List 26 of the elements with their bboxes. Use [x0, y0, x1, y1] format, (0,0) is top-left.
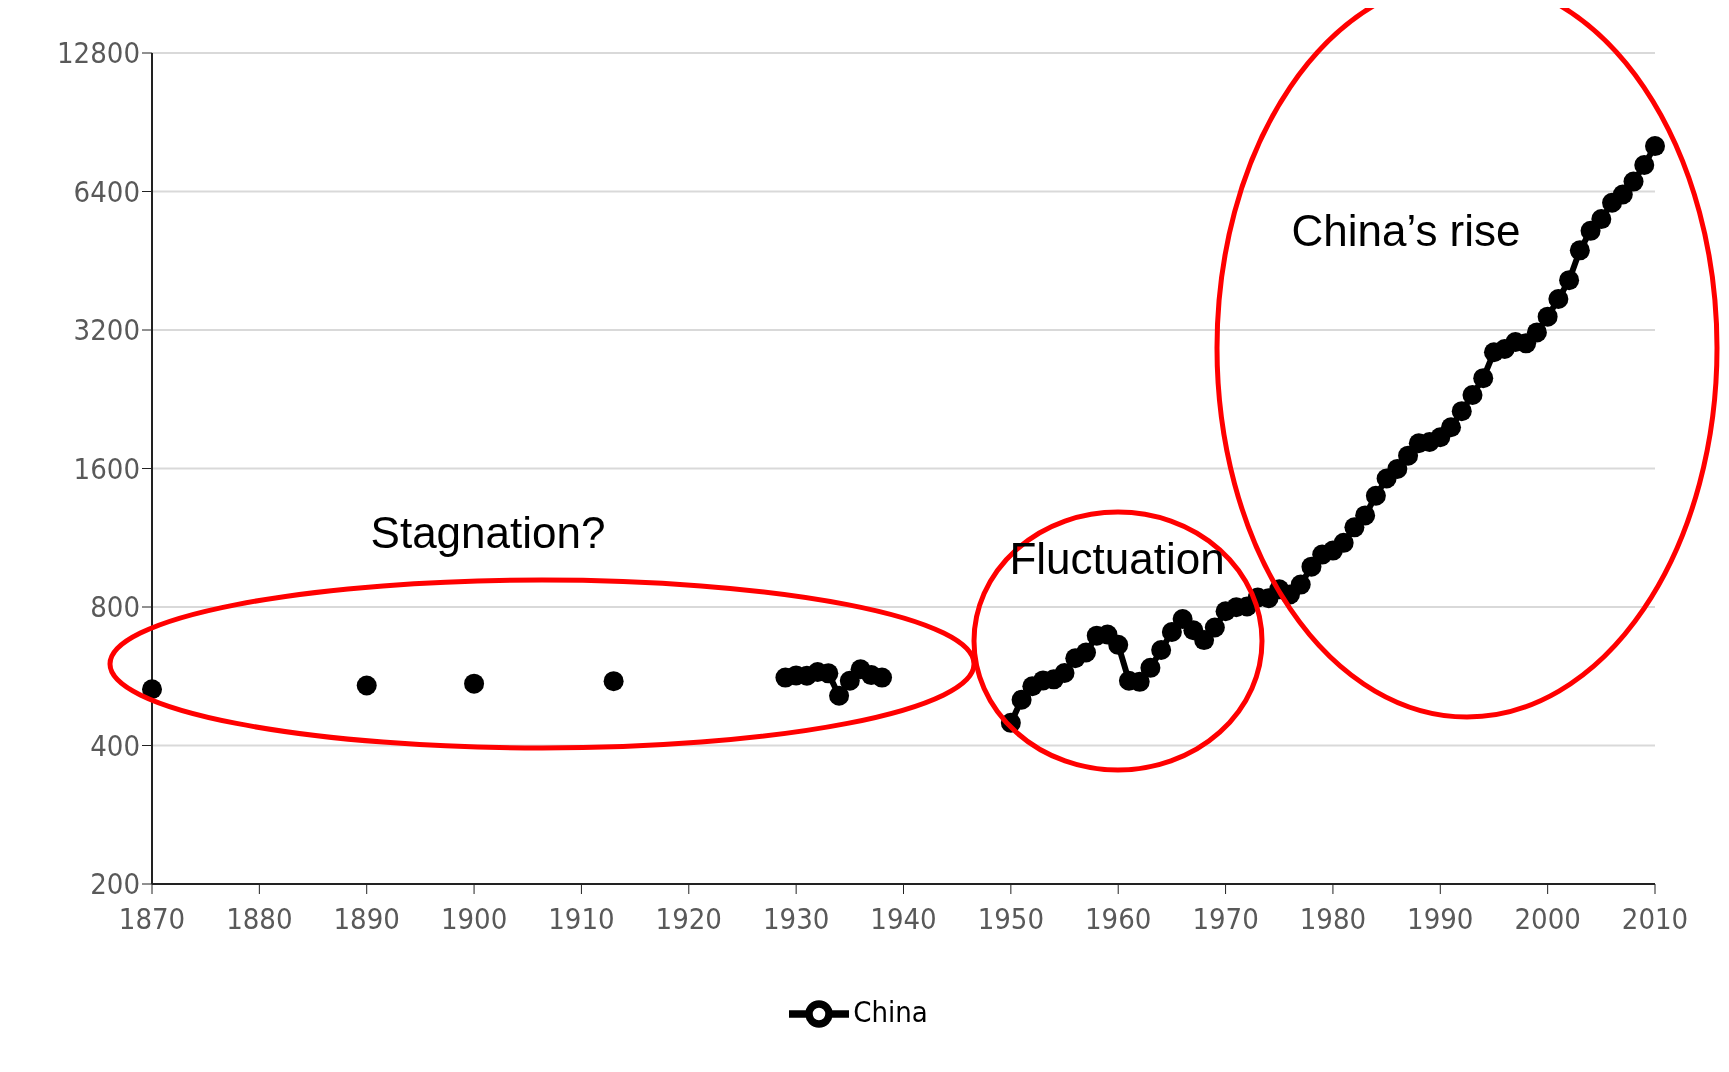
x-tick-label: 1870: [118, 901, 186, 936]
y-tick-label: 6400: [73, 174, 140, 209]
x-tick-label: 1990: [1407, 901, 1474, 936]
y-tick-label: 800: [90, 590, 140, 625]
x-tick-label: 1950: [977, 901, 1045, 936]
y-tick-label: 400: [90, 728, 140, 763]
x-tick-label: 2010: [1621, 901, 1689, 936]
annotation: Fluctuation: [1009, 534, 1225, 583]
y-tick-label: 1600: [73, 451, 140, 486]
x-tick-label: 1900: [440, 901, 508, 936]
y-tick-label: 200: [90, 867, 140, 902]
annotation: Stagnation?: [370, 508, 606, 557]
annotation: China’s rise: [1291, 206, 1521, 255]
x-tick-label: 1960: [1085, 901, 1152, 936]
x-tick-label: 1920: [655, 901, 722, 936]
x-tick-label: 1980: [1299, 901, 1367, 936]
y-tick-label: 12800: [57, 36, 140, 71]
x-tick-label: 1910: [548, 901, 615, 936]
x-tick-label: 1940: [870, 901, 937, 936]
x-tick-label: 1930: [762, 901, 830, 936]
x-tick-label: 1970: [1192, 901, 1259, 936]
legend-label: China: [853, 995, 928, 1029]
x-tick-label: 2000: [1514, 901, 1581, 936]
x-tick-label: 1890: [333, 901, 400, 936]
x-tick-label: 1880: [226, 901, 293, 936]
y-tick-label: 3200: [73, 313, 140, 348]
